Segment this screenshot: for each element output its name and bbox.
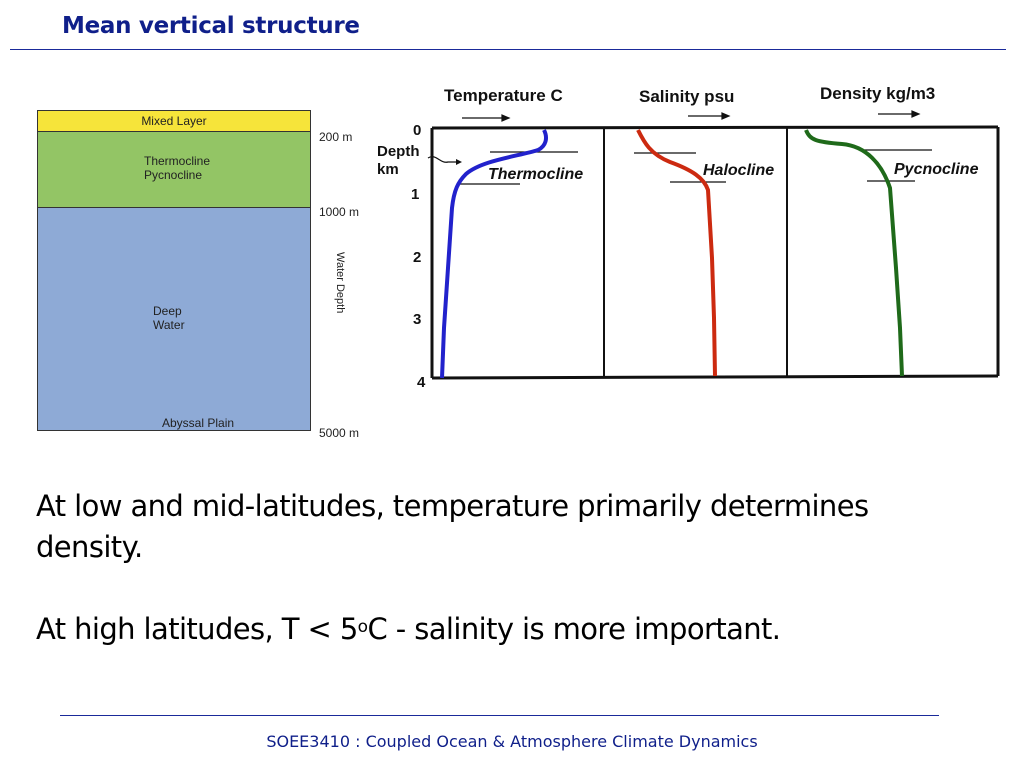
- deep-water-label-2: Water: [153, 318, 185, 332]
- footer-course-title: SOEE3410 : Coupled Ocean & Atmosphere Cl…: [266, 732, 758, 751]
- halocline-profile-label: Halocline: [703, 162, 774, 179]
- depth-pointer: [427, 156, 458, 163]
- footer-divider: [60, 715, 939, 716]
- salinity-profile-line: [636, 129, 717, 377]
- thermocline-band: Thermocline Pycnocline: [37, 131, 311, 208]
- mixed-layer-label: Mixed Layer: [141, 114, 207, 128]
- density-profile-line: [804, 129, 904, 377]
- title-divider: [10, 49, 1006, 50]
- temperature-header: Temperature C: [444, 86, 563, 105]
- water-depth-label: Water Depth: [334, 252, 346, 314]
- depth-tick-3: 3: [413, 311, 421, 328]
- mixed-layer-band: Mixed Layer: [37, 110, 311, 132]
- depth-label-1000: 1000 m: [319, 205, 360, 219]
- depth-label-5000: 5000 m: [319, 426, 360, 440]
- salinity-header: Salinity psu: [639, 87, 734, 106]
- body-paragraph-2: At high latitudes, T < 5oC - salinity is…: [36, 609, 781, 650]
- header-arrows: [462, 110, 921, 122]
- pycnocline-profile-label: Pycnocline: [894, 161, 979, 178]
- degree-superscript: o: [357, 617, 368, 637]
- depth-label-200: 200 m: [319, 130, 353, 144]
- thermocline-profile-label: Thermocline: [488, 166, 583, 183]
- body-line-3-end: C - salinity is more important.: [367, 612, 781, 646]
- body-paragraph-1: At low and mid-latitudes, temperature pr…: [36, 486, 869, 568]
- deep-water-band: Deep Water Abyssal Plain: [37, 207, 311, 431]
- pycnocline-label: Pycnocline: [144, 168, 203, 182]
- thermocline-label: Thermocline: [144, 154, 211, 168]
- temperature-profile-line: [440, 129, 548, 379]
- abyssal-plain-label: Abyssal Plain: [162, 416, 235, 430]
- density-header: Density kg/m3: [820, 84, 935, 103]
- body-line-2: density.: [36, 530, 143, 564]
- depth-tick-4: 4: [417, 374, 426, 391]
- depth-axis-label-1: Depth: [377, 143, 420, 160]
- body-line-1: At low and mid-latitudes, temperature pr…: [36, 489, 869, 523]
- cline-markers: [458, 149, 932, 185]
- depth-tick-2: 2: [413, 249, 421, 266]
- profile-panels: [430, 125, 1000, 380]
- body-line-3-start: At high latitudes, T < 5: [36, 612, 358, 646]
- deep-water-label-1: Deep: [153, 304, 182, 318]
- depth-axis-label-2: km: [377, 161, 399, 178]
- depth-tick-0: 0: [413, 122, 421, 139]
- depth-tick-1: 1: [411, 186, 419, 203]
- slide-title: Mean vertical structure: [62, 13, 360, 39]
- vertical-profiles-figure: Temperature C Salinity psu Density kg/m3…: [377, 84, 1000, 391]
